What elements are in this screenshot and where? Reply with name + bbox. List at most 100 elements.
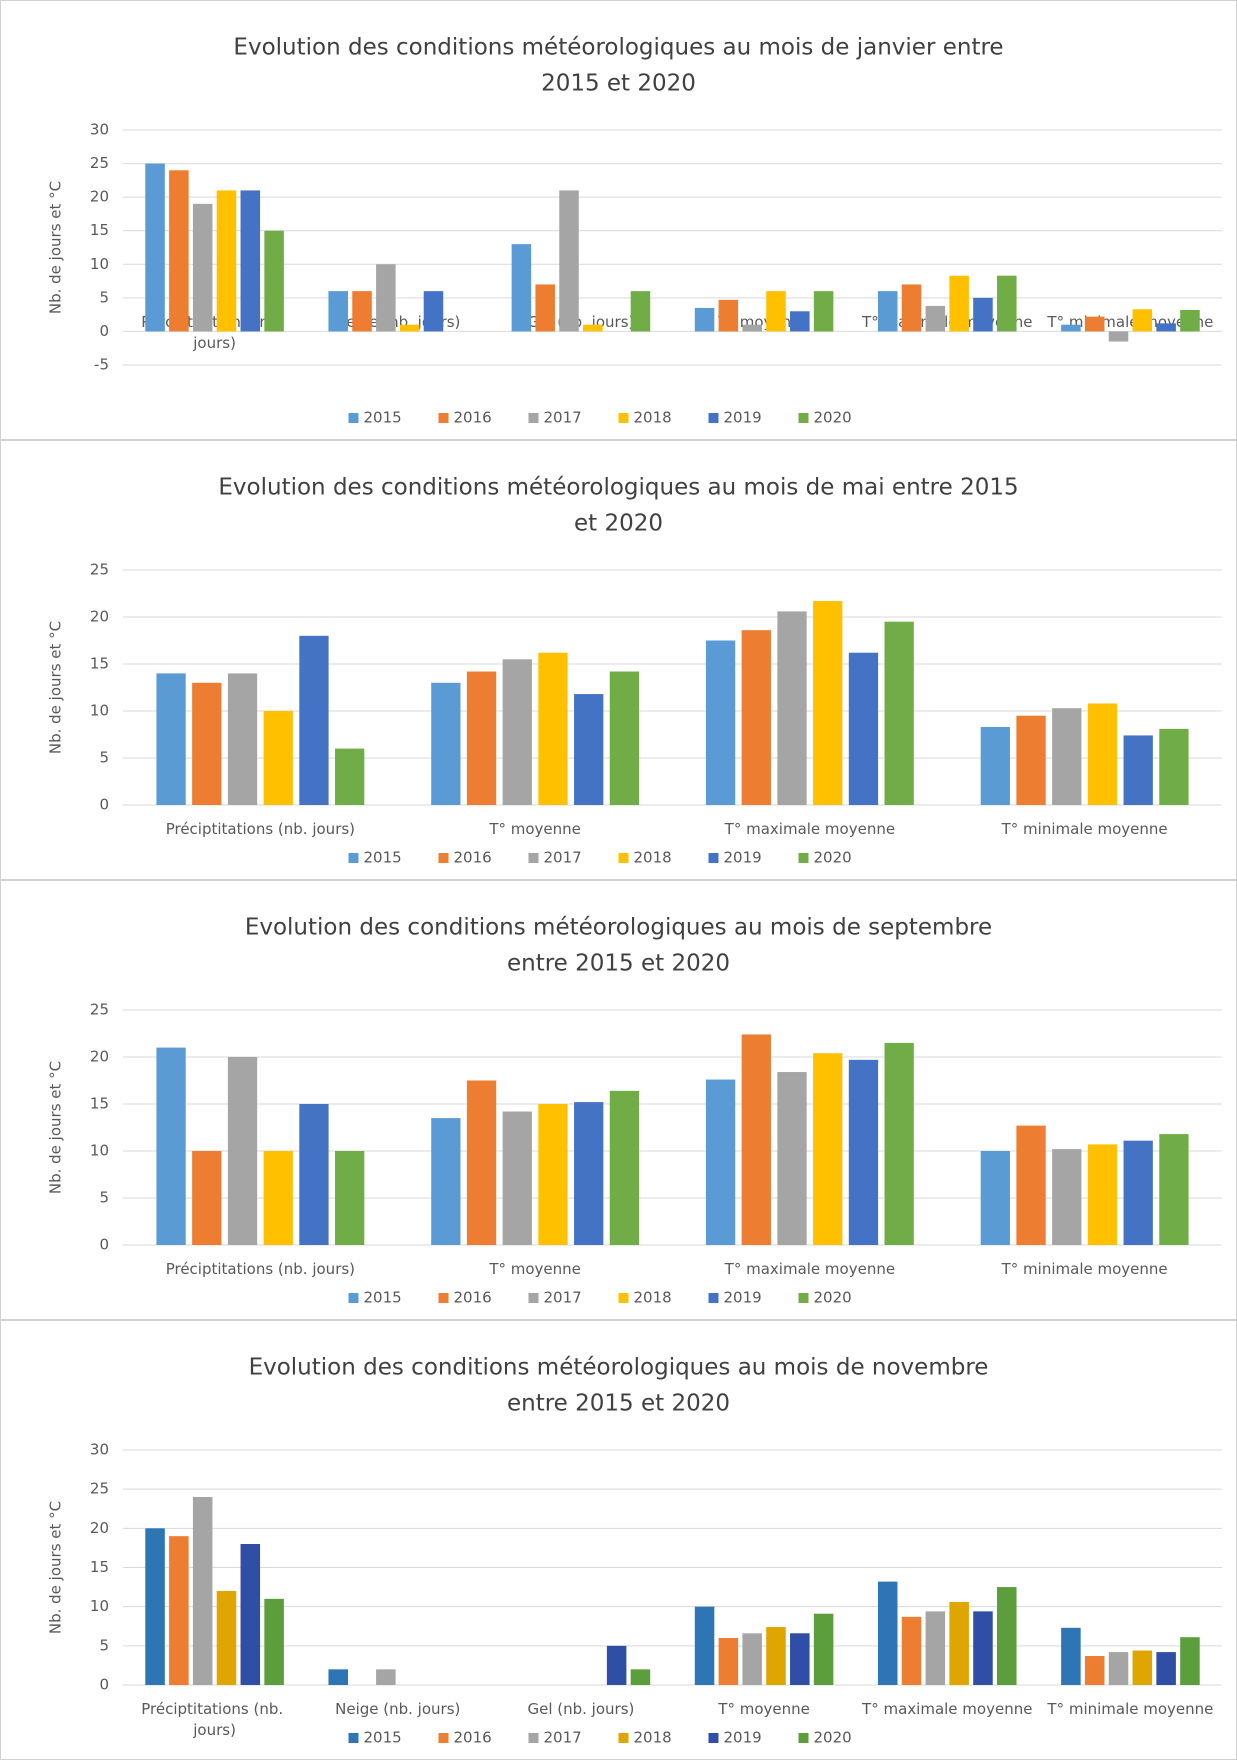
legend-label: 2019 — [724, 849, 762, 867]
legend-label: 2020 — [814, 1289, 852, 1307]
legend-label: 2016 — [454, 849, 492, 867]
bar — [1084, 1656, 1105, 1685]
legend-swatch — [798, 1733, 809, 1743]
legend-swatch — [798, 1293, 809, 1303]
legend-label: 2015 — [364, 1729, 402, 1747]
bar — [997, 275, 1017, 332]
legend-label: 2018 — [634, 1289, 672, 1307]
bar — [169, 170, 189, 332]
bar — [1016, 715, 1046, 805]
bar — [848, 652, 879, 805]
legend-swatch — [438, 1293, 449, 1303]
legend-swatch — [618, 413, 629, 423]
y-tick-label: 30 — [90, 121, 109, 139]
chart-panel: Evolution des conditions météorologiques… — [0, 1320, 1237, 1760]
bar — [216, 190, 237, 332]
bar — [766, 291, 786, 332]
bar — [694, 1606, 715, 1685]
bar — [328, 1669, 348, 1685]
bar — [705, 640, 736, 805]
bar — [328, 291, 348, 332]
x-tick-label: T° moyenne — [488, 1260, 581, 1278]
legend-swatch — [528, 413, 539, 423]
legend-label: 2020 — [814, 409, 852, 427]
y-tick-label: 25 — [90, 561, 109, 579]
y-tick-label: 10 — [90, 702, 109, 720]
y-tick-label: 5 — [99, 1636, 109, 1654]
bar — [694, 307, 715, 332]
chart-title: 2015 et 2020 — [541, 71, 696, 97]
y-tick-label: 10 — [90, 1597, 109, 1615]
legend-swatch — [798, 853, 809, 863]
bar — [997, 1587, 1017, 1685]
bar — [1132, 1650, 1153, 1685]
bar — [1180, 1637, 1200, 1685]
bar — [1087, 703, 1118, 805]
chart-panel: Evolution des conditions météorologiques… — [0, 880, 1237, 1320]
bar — [1156, 323, 1176, 332]
y-tick-label: 20 — [90, 1048, 109, 1066]
bar — [777, 1072, 807, 1245]
legend-label: 2017 — [544, 849, 582, 867]
legend-label: 2018 — [634, 849, 672, 867]
x-tick-label: Préciptitations (nb. jours) — [141, 1700, 288, 1739]
chart-panel: Evolution des conditions météorologiques… — [0, 0, 1237, 440]
bar — [790, 1633, 810, 1685]
bar — [376, 1669, 396, 1685]
y-axis-label: Nb. de jours et °C — [47, 181, 65, 314]
bar — [877, 1581, 898, 1685]
y-tick-label: 5 — [99, 1189, 109, 1207]
bar — [502, 1111, 532, 1245]
legend-label: 2015 — [364, 849, 402, 867]
bar — [777, 611, 807, 805]
legend-swatch — [708, 1293, 719, 1303]
bar — [606, 1645, 627, 1685]
legend-label: 2017 — [544, 1289, 582, 1307]
bar — [1084, 316, 1105, 332]
bar — [766, 1627, 786, 1685]
bar — [192, 203, 213, 332]
chart-title: Evolution des conditions météorologiques… — [218, 475, 1018, 501]
bar — [169, 1536, 189, 1685]
y-tick-label: 25 — [90, 1480, 109, 1498]
bar — [609, 1090, 640, 1245]
y-tick-label: 20 — [90, 608, 109, 626]
legend-swatch — [708, 1733, 719, 1743]
bar — [630, 1669, 651, 1685]
bar — [240, 190, 261, 332]
bar — [1108, 1652, 1129, 1685]
bar — [790, 311, 810, 332]
x-tick-label: T° minimale moyenne — [1046, 1700, 1213, 1718]
legend-swatch — [348, 1733, 359, 1743]
y-axis-label: Nb. de jours et °C — [47, 621, 65, 754]
legend-swatch — [708, 853, 719, 863]
x-tick-label: T° maximale moyenne — [724, 1260, 895, 1278]
bar — [884, 621, 914, 805]
bar — [630, 291, 651, 332]
y-tick-label: 15 — [90, 221, 109, 239]
bar — [264, 1598, 284, 1685]
legend-swatch — [438, 413, 449, 423]
y-tick-label: 0 — [99, 1676, 109, 1694]
legend-swatch — [348, 853, 359, 863]
bar — [399, 324, 420, 332]
y-tick-label: 0 — [99, 322, 109, 340]
bar — [925, 1611, 946, 1685]
bar — [511, 244, 532, 332]
bar — [848, 1059, 879, 1245]
legend-label: 2020 — [814, 849, 852, 867]
bar — [145, 1528, 165, 1685]
y-tick-label: 25 — [90, 1001, 109, 1019]
x-tick-label: T° moyenne — [488, 820, 581, 838]
bar — [1052, 708, 1082, 805]
x-tick-label: T° minimale moyenne — [1001, 1260, 1168, 1278]
bar — [376, 264, 396, 332]
y-axis-label: Nb. de jours et °C — [47, 1501, 65, 1634]
legend-label: 2017 — [544, 1729, 582, 1747]
bar — [1061, 324, 1081, 332]
bar — [559, 190, 579, 332]
x-tick-label: T° maximale moyenne — [724, 820, 895, 838]
y-tick-label: 0 — [99, 1236, 109, 1254]
chart-panel: Evolution des conditions météorologiques… — [0, 440, 1237, 880]
bar — [813, 291, 834, 332]
